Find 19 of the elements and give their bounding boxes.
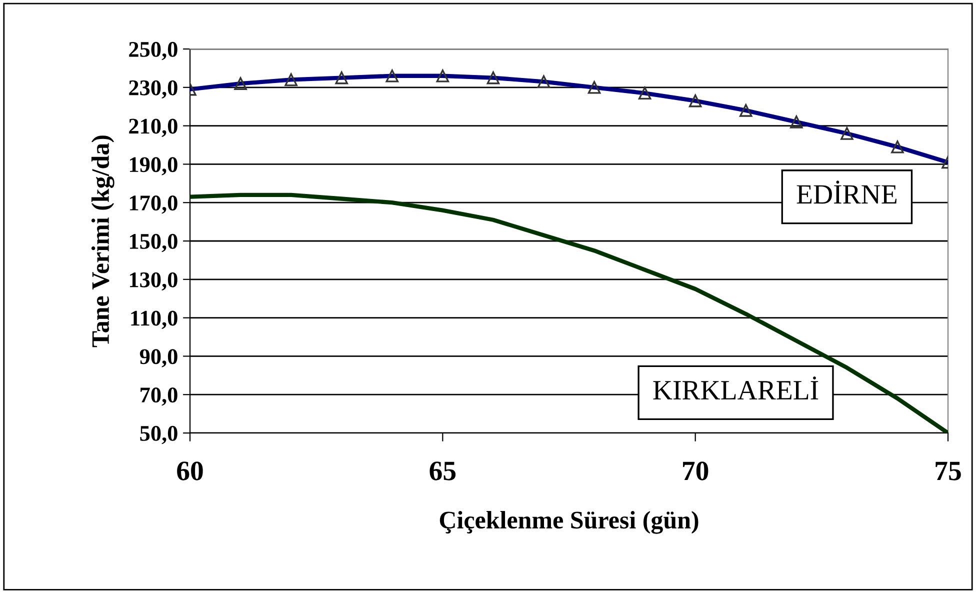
y-tick-label: 50,0 xyxy=(140,426,178,444)
series-label: KIRKLARELİ xyxy=(653,376,818,400)
y-tick-label: 90,0 xyxy=(140,349,178,368)
x-tick-label: 65 xyxy=(430,462,456,480)
x-tick-label: 60 xyxy=(177,462,203,480)
y-tick-label: 130,0 xyxy=(130,272,178,291)
x-tick-label: 75 xyxy=(936,462,961,480)
x-tick-label: 70 xyxy=(683,462,708,480)
series-label: EDİRNE xyxy=(796,180,896,204)
y-tick-label: 70,0 xyxy=(140,388,178,406)
y-tick-label: 190,0 xyxy=(130,157,178,176)
y-tick-label: 210,0 xyxy=(129,118,178,137)
y-tick-label: 230,0 xyxy=(129,80,178,99)
y-tick-label: 250,0 xyxy=(129,42,178,60)
x-axis-title: Çiçeklenme Süresi (gün) xyxy=(440,510,698,534)
y-axis-title: Tane Verimi (kg/da) xyxy=(91,136,114,348)
y-tick-label: 150,0 xyxy=(130,234,178,252)
y-tick-label: 110,0 xyxy=(131,310,178,329)
y-tick-label: 170,0 xyxy=(130,196,178,214)
